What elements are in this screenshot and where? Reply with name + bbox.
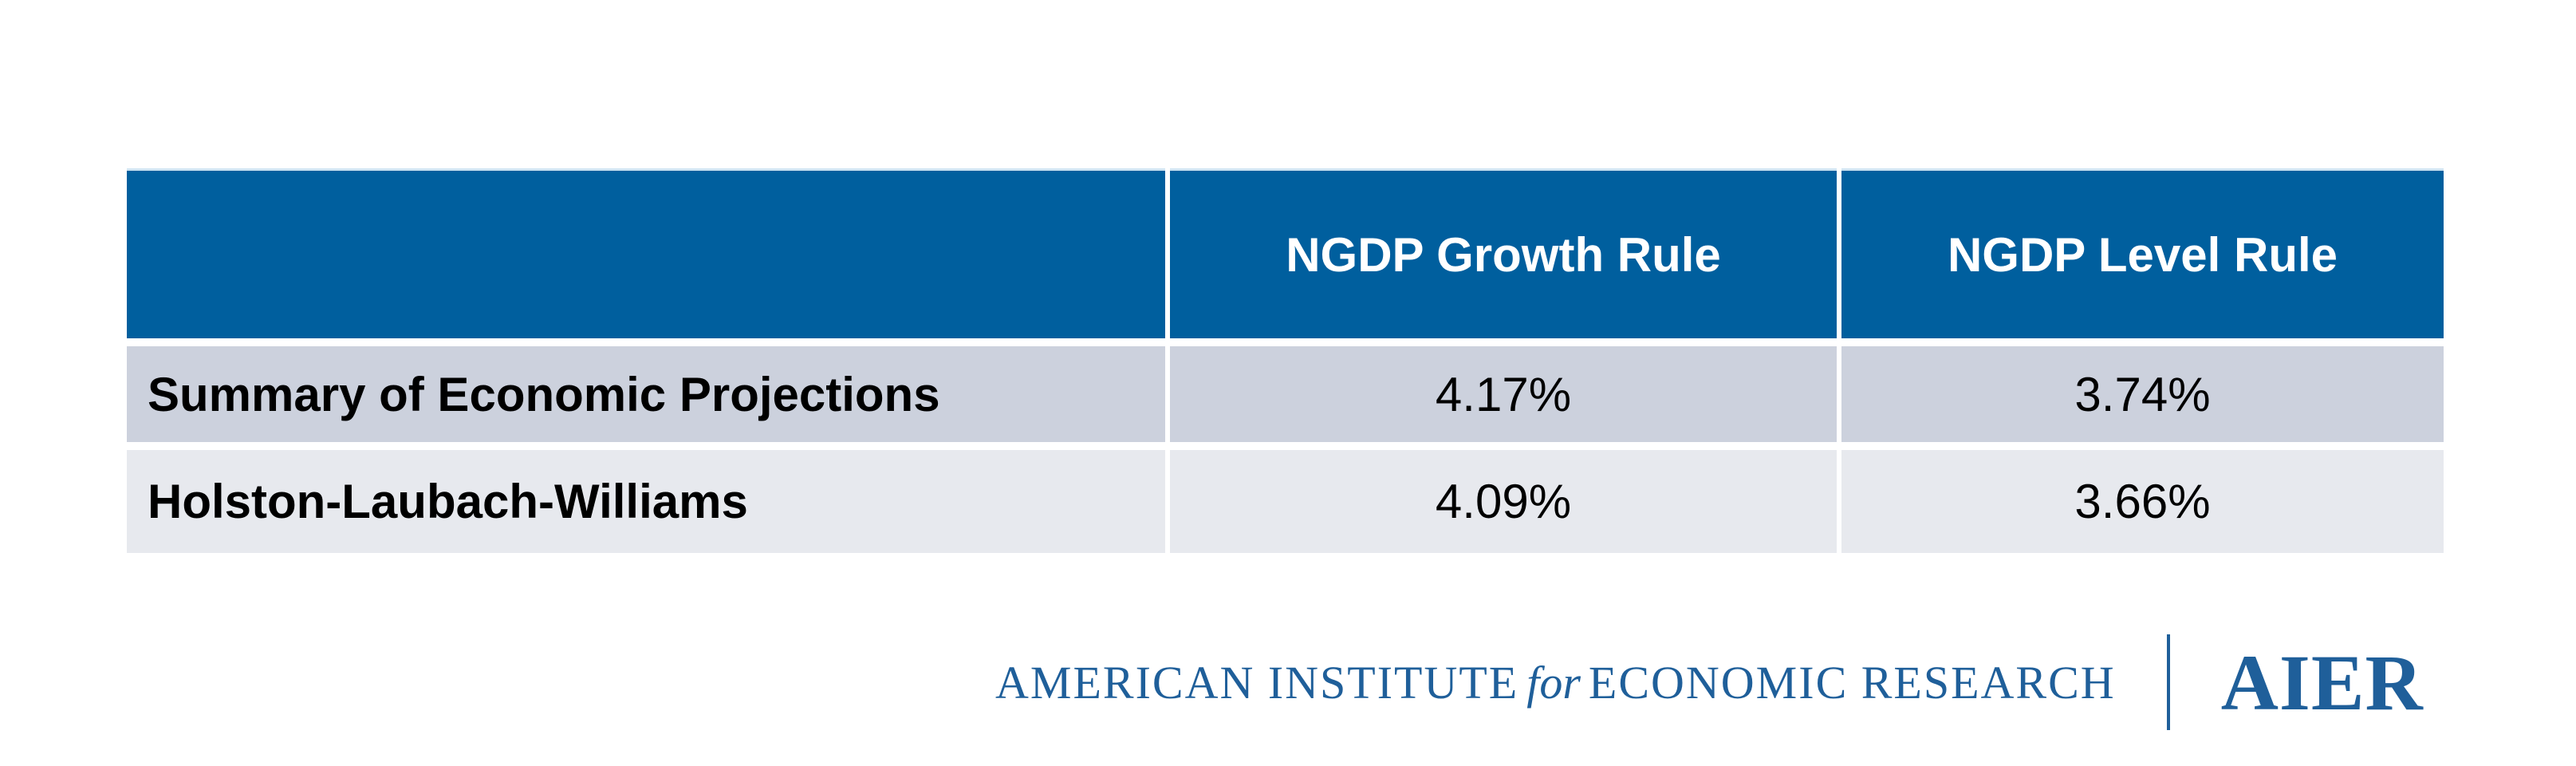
value-sep-growth-rule: 4.17% [1170, 346, 1837, 442]
row-label-holston-laubach-williams: Holston-Laubach-Williams [127, 450, 1165, 553]
header-cell-ngdp-growth-rule: NGDP Growth Rule [1170, 168, 1837, 338]
value-hlw-level-rule: 3.66% [1841, 450, 2444, 553]
value-sep-level-rule: 3.74% [1841, 346, 2444, 442]
logo-name-left: AMERICAN INSTITUTE [995, 656, 1519, 709]
row-label-summary-of-economic-projections: Summary of Economic Projections [127, 346, 1165, 442]
aier-logo: AMERICAN INSTITUTE for ECONOMIC RESEARCH A… [995, 632, 2424, 732]
header-cell-ngdp-level-rule: NGDP Level Rule [1841, 168, 2444, 338]
value-hlw-growth-rule: 4.09% [1170, 450, 1837, 553]
logo-acronym-aier: AIER [2220, 638, 2424, 727]
logo-institute-name: AMERICAN INSTITUTE for ECONOMIC RESEARCH [995, 656, 2116, 709]
logo-name-right: ECONOMIC RESEARCH [1588, 656, 2116, 709]
ngdp-rule-table: NGDP Growth Rule NGDP Level Rule Summary… [127, 168, 2444, 553]
logo-divider-line [2166, 634, 2170, 730]
header-cell-empty [127, 168, 1165, 338]
logo-name-for: for [1526, 656, 1581, 709]
